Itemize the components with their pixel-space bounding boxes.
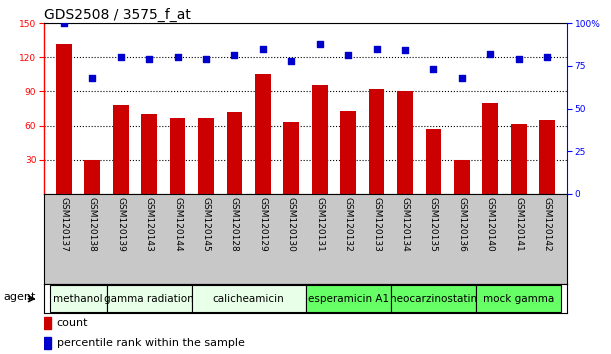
Bar (170, 118, 185, 194)
Bar (540, 120, 555, 194)
Bar (454, 160, 470, 194)
Text: GDS2508 / 3575_f_at: GDS2508 / 3575_f_at (44, 8, 191, 22)
Text: GSM120132: GSM120132 (343, 197, 353, 251)
Text: mock gamma: mock gamma (483, 294, 554, 304)
Point (542, 55, 552, 60)
Point (230, 53, 240, 58)
Point (258, 46, 268, 51)
Text: GSM120135: GSM120135 (429, 197, 438, 252)
Point (116, 55, 126, 60)
Point (59, 20, 69, 26)
Text: GSM120129: GSM120129 (258, 197, 268, 251)
Text: gamma radiation: gamma radiation (104, 294, 194, 304)
Bar (56, 44, 71, 194)
FancyBboxPatch shape (391, 285, 476, 312)
Bar (340, 111, 356, 194)
Text: GSM120144: GSM120144 (173, 197, 182, 251)
Point (315, 41, 324, 46)
Text: percentile rank within the sample: percentile rank within the sample (57, 338, 244, 348)
Text: GSM120140: GSM120140 (486, 197, 495, 251)
Text: GSM120133: GSM120133 (372, 197, 381, 252)
Text: methanol: methanol (53, 294, 103, 304)
Text: agent: agent (4, 292, 36, 302)
Text: GSM120134: GSM120134 (400, 197, 409, 251)
Bar (511, 125, 527, 194)
Point (144, 56, 154, 62)
Text: calicheamicin: calicheamicin (213, 294, 285, 304)
Point (428, 66, 438, 72)
Point (400, 47, 410, 53)
Point (87, 75, 97, 81)
Point (457, 75, 467, 81)
FancyBboxPatch shape (306, 285, 391, 312)
Text: GSM120145: GSM120145 (202, 197, 211, 251)
Text: count: count (57, 318, 88, 328)
Point (287, 58, 296, 63)
Bar (44, 316, 51, 329)
Point (343, 53, 353, 58)
Bar (84, 160, 100, 194)
Bar (44, 337, 51, 349)
Point (485, 51, 495, 57)
Text: GSM120136: GSM120136 (458, 197, 466, 252)
Bar (141, 114, 157, 194)
Bar (255, 74, 271, 194)
Text: GSM120130: GSM120130 (287, 197, 296, 252)
Text: neocarzinostatin: neocarzinostatin (390, 294, 477, 304)
FancyBboxPatch shape (192, 285, 306, 312)
Text: GSM120139: GSM120139 (116, 197, 125, 252)
Point (201, 56, 211, 62)
FancyBboxPatch shape (106, 285, 192, 312)
Point (371, 46, 381, 51)
Text: GSM120131: GSM120131 (315, 197, 324, 252)
Bar (284, 122, 299, 194)
FancyBboxPatch shape (476, 285, 562, 312)
Text: GSM120128: GSM120128 (230, 197, 239, 251)
Text: GSM120138: GSM120138 (88, 197, 97, 252)
Point (514, 56, 524, 62)
Bar (113, 105, 128, 194)
Bar (426, 129, 441, 194)
Bar (397, 91, 413, 194)
Bar (483, 103, 498, 194)
Text: esperamicin A1: esperamicin A1 (307, 294, 389, 304)
Bar (312, 85, 327, 194)
Point (173, 55, 183, 60)
Bar (369, 89, 384, 194)
Bar (198, 118, 214, 194)
Text: GSM120141: GSM120141 (514, 197, 523, 251)
Bar (227, 112, 242, 194)
Text: GSM120143: GSM120143 (145, 197, 153, 251)
Text: GSM120137: GSM120137 (59, 197, 68, 252)
Text: GSM120142: GSM120142 (543, 197, 552, 251)
FancyBboxPatch shape (49, 285, 106, 312)
